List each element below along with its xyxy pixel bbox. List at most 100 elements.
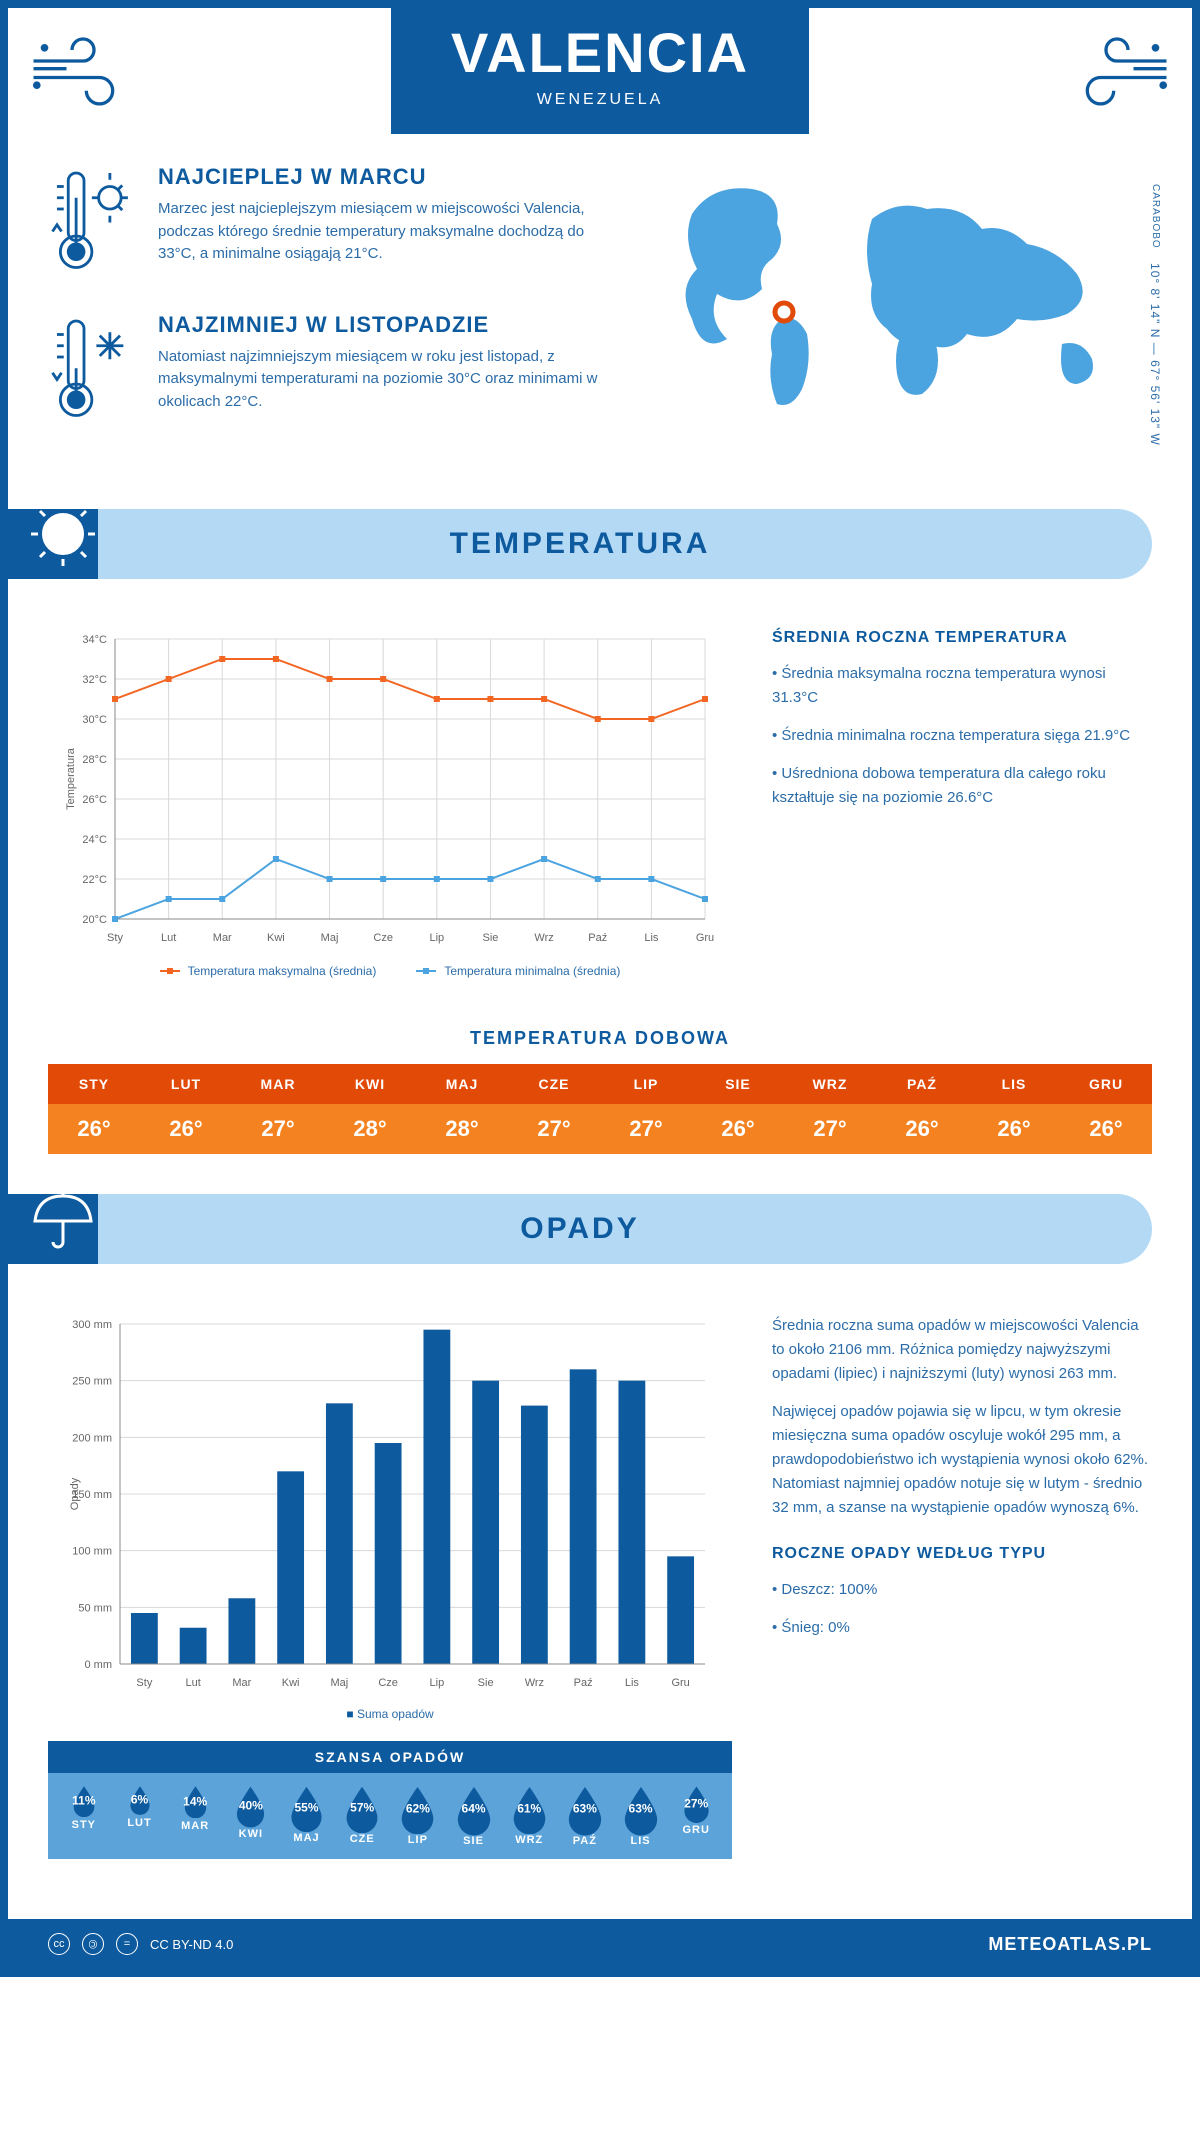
chance-month: GRU: [668, 1824, 724, 1836]
rain-info-p1: Średnia roczna suma opadów w miejscowośc…: [772, 1314, 1152, 1386]
chance-month: LUT: [112, 1817, 168, 1829]
chance-item: 40% KWI: [223, 1785, 279, 1847]
chance-month: WRZ: [501, 1834, 557, 1846]
svg-text:28°C: 28°C: [82, 754, 107, 766]
chance-item: 6% LUT: [112, 1785, 168, 1847]
svg-text:Sie: Sie: [478, 1677, 494, 1689]
temp-info-b2: • Średnia minimalna roczna temperatura s…: [772, 724, 1152, 748]
chance-value: 62%: [406, 1801, 430, 1815]
chance-title: SZANSA OPADÓW: [48, 1741, 732, 1773]
svg-text:Lut: Lut: [185, 1677, 200, 1689]
coord-lat: 10° 8' 14" N: [1148, 263, 1162, 338]
chance-value: 14%: [183, 1794, 207, 1808]
country-subtitle: WENEZUELA: [451, 91, 749, 109]
svg-text:Opady: Opady: [69, 1477, 81, 1510]
rain-type-b1: • Deszcz: 100%: [772, 1578, 1152, 1602]
table-body-cell: 27°: [784, 1104, 876, 1154]
chance-value: 40%: [239, 1798, 263, 1812]
table-head-cell: STY: [48, 1064, 140, 1104]
world-map-block: CARABOBO 10° 8' 14" N — 67° 56' 13" W: [652, 164, 1152, 459]
rain-drop-icon: 57%: [341, 1785, 383, 1827]
chance-month: KWI: [223, 1828, 279, 1840]
chance-item: 63% PAŹ: [557, 1785, 613, 1847]
chance-item: 64% SIE: [446, 1785, 502, 1847]
legend-min-label: Temperatura minimalna (średnia): [444, 964, 620, 978]
coord-sep: —: [1148, 343, 1162, 356]
footer-license: cc 🄯 = CC BY-ND 4.0: [48, 1933, 233, 1955]
svg-text:Paź: Paź: [574, 1677, 593, 1689]
chance-value: 55%: [295, 1800, 319, 1814]
temperature-block: 20°C22°C24°C26°C28°C30°C32°C34°CStyLutMa…: [8, 609, 1192, 998]
svg-text:Lis: Lis: [644, 932, 659, 944]
chance-month: SIE: [446, 1835, 502, 1847]
svg-text:Sty: Sty: [136, 1677, 152, 1689]
table-head-cell: SIE: [692, 1064, 784, 1104]
rain-drop-icon: 11%: [70, 1785, 98, 1813]
title-banner: VALENCIA WENEZUELA: [391, 0, 809, 134]
license-text: CC BY-ND 4.0: [150, 1937, 233, 1952]
rain-drop-icon: 63%: [563, 1785, 607, 1829]
section-header-temperature: TEMPERATURA: [8, 509, 1152, 579]
svg-text:Paź: Paź: [588, 932, 607, 944]
chance-month: STY: [56, 1819, 112, 1831]
table-head-cell: LUT: [140, 1064, 232, 1104]
svg-text:24°C: 24°C: [82, 834, 107, 846]
svg-text:Cze: Cze: [373, 932, 393, 944]
chance-item: 62% LIP: [390, 1785, 446, 1847]
coord-lon: 67° 56' 13" W: [1148, 360, 1162, 446]
temp-info-heading: ŚREDNIA ROCZNA TEMPERATURA: [772, 629, 1152, 647]
temperature-info: ŚREDNIA ROCZNA TEMPERATURA • Średnia mak…: [772, 629, 1152, 978]
sun-icon: [28, 499, 98, 569]
fact-warmest-text: NAJCIEPLEJ W MARCU Marzec jest najcieple…: [158, 164, 612, 282]
coordinates: CARABOBO 10° 8' 14" N — 67° 56' 13" W: [1148, 184, 1162, 446]
chance-block: SZANSA OPADÓW 11% STY 6% LUT 14% MAR 40%: [48, 1741, 732, 1859]
legend-max: Temperatura maksymalna (średnia): [160, 964, 377, 978]
footer: cc 🄯 = CC BY-ND 4.0 METEOATLAS.PL: [8, 1919, 1192, 1969]
daily-temp-body: 26°26°27°28°28°27°27°26°27°26°26°26°: [48, 1104, 1152, 1154]
coord-region: CARABOBO: [1150, 184, 1161, 249]
rain-bar-chart: 0 mm50 mm100 mm150 mm200 mm250 mm300 mmS…: [48, 1314, 732, 1694]
chance-item: 57% CZE: [334, 1785, 390, 1847]
daily-temp-head: STYLUTMARKWIMAJCZELIPSIEWRZPAŹLISGRU: [48, 1064, 1152, 1104]
rain-chart-area: 0 mm50 mm100 mm150 mm200 mm250 mm300 mmS…: [48, 1314, 732, 1859]
footer-site: METEOATLAS.PL: [988, 1934, 1152, 1955]
svg-text:Temperatura: Temperatura: [65, 747, 77, 810]
cc-icon: cc: [48, 1933, 70, 1955]
fact-coldest-title: NAJZIMNIEJ W LISTOPADZIE: [158, 312, 612, 338]
temperature-chart-area: 20°C22°C24°C26°C28°C30°C32°C34°CStyLutMa…: [48, 629, 732, 978]
svg-text:Lip: Lip: [429, 932, 444, 944]
chance-value: 63%: [629, 1801, 653, 1815]
intro-facts: NAJCIEPLEJ W MARCU Marzec jest najcieple…: [48, 164, 612, 459]
svg-text:Mar: Mar: [213, 932, 232, 944]
table-head-cell: KWI: [324, 1064, 416, 1104]
fact-coldest: NAJZIMNIEJ W LISTOPADZIE Natomiast najzi…: [48, 312, 612, 430]
chance-item: 27% GRU: [668, 1785, 724, 1847]
chance-month: CZE: [334, 1833, 390, 1845]
intro-section: NAJCIEPLEJ W MARCU Marzec jest najcieple…: [8, 134, 1192, 489]
svg-text:Kwi: Kwi: [267, 932, 285, 944]
rain-legend: Suma opadów: [48, 1707, 732, 1721]
chance-row: 11% STY 6% LUT 14% MAR 40% KWI 5: [48, 1773, 732, 1859]
table-head-cell: GRU: [1060, 1064, 1152, 1104]
rain-drop-icon: 14%: [181, 1785, 210, 1814]
chance-item: 14% MAR: [167, 1785, 223, 1847]
svg-text:100 mm: 100 mm: [72, 1546, 112, 1558]
table-body-cell: 26°: [140, 1104, 232, 1154]
table-head-cell: CZE: [508, 1064, 600, 1104]
fact-warmest-desc: Marzec jest najcieplejszym miesiącem w m…: [158, 198, 612, 266]
fact-coldest-desc: Natomiast najzimniejszym miesiącem w rok…: [158, 346, 612, 414]
table-body-cell: 27°: [600, 1104, 692, 1154]
rain-drop-icon: 6%: [127, 1785, 153, 1811]
rain-type-b2: • Śnieg: 0%: [772, 1616, 1152, 1640]
svg-text:Gru: Gru: [696, 932, 714, 944]
table-head-cell: LIP: [600, 1064, 692, 1104]
fact-warmest-title: NAJCIEPLEJ W MARCU: [158, 164, 612, 190]
chance-value: 63%: [573, 1801, 597, 1815]
rain-drop-icon: 40%: [232, 1785, 269, 1822]
table-body-cell: 27°: [508, 1104, 600, 1154]
rain-drop-icon: 55%: [286, 1785, 327, 1826]
svg-text:32°C: 32°C: [82, 674, 107, 686]
svg-text:Lut: Lut: [161, 932, 176, 944]
by-icon: 🄯: [82, 1933, 104, 1955]
section-title-temperature: TEMPERATURA: [26, 527, 1134, 561]
